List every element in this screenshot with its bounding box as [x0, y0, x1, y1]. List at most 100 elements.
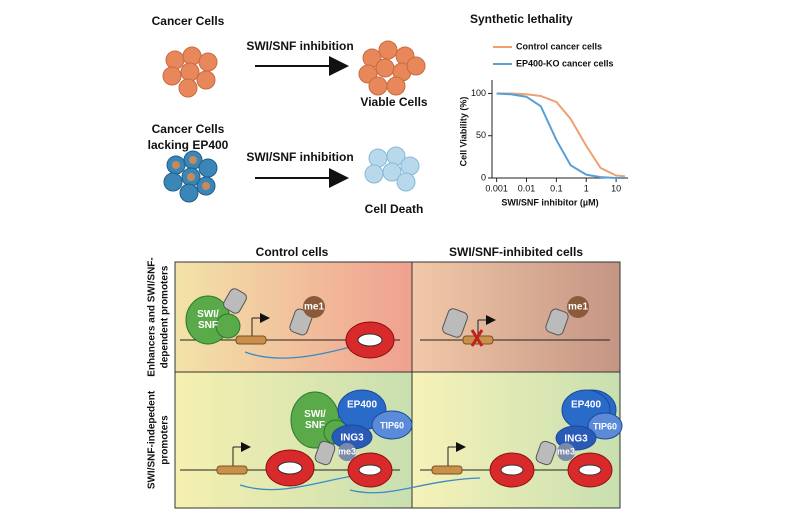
ko-cells [179, 183, 199, 203]
ko-cells [163, 172, 183, 192]
nuclei [189, 156, 197, 164]
nuclei [172, 156, 210, 190]
viable-cells [368, 76, 388, 96]
x-tick-label: 10 [611, 183, 621, 193]
nucleosome [545, 308, 569, 336]
methyl-mark [303, 296, 589, 318]
viable-cells [358, 40, 426, 96]
y-tick-label: 100 [471, 88, 486, 98]
mark-label: me1 [304, 302, 324, 313]
complex [555, 389, 623, 451]
protein-label: TIP60 [593, 421, 617, 431]
arrow-label: SWI/SNF inhibition [246, 39, 353, 53]
nucleosome [223, 288, 569, 466]
pol-ii-core [277, 461, 303, 475]
protein-label: ING3 [564, 434, 588, 445]
protein-label: SWI/SNF [197, 309, 219, 331]
protein-label: EP400 [571, 400, 601, 411]
nuclei [172, 161, 180, 169]
text-line: SNF [198, 320, 218, 331]
protein-label: ING3 [340, 433, 364, 444]
column-header: SWI/SNF-inhibited cells [449, 245, 583, 259]
protein-label: TIP60 [380, 420, 404, 430]
cancer-cells [198, 52, 218, 72]
pol-ii-core [500, 464, 524, 476]
x-axis-label: SWI/SNF inhibitor (µM) [501, 197, 598, 207]
nuclei [187, 173, 195, 181]
text-line: SWI/ [197, 309, 219, 320]
row-label: dependent promoters [160, 265, 171, 368]
cancer-cells [182, 46, 202, 66]
dying-cells [382, 162, 402, 182]
viable-cells [386, 76, 406, 96]
rna [244, 344, 359, 359]
me3-mark [557, 443, 575, 461]
cancer-cells [180, 62, 200, 82]
viable-cells [406, 56, 426, 76]
row-label: Enhancers and SWI/SNF- [147, 257, 158, 376]
cancer-cells [196, 70, 216, 90]
text-line: SNF [305, 420, 325, 431]
pol-ii-core [358, 464, 382, 476]
mark-label: me3 [338, 446, 356, 456]
nucleosome [442, 308, 468, 338]
promoter [431, 465, 463, 475]
complex [587, 412, 623, 440]
mark-label: me3 [557, 446, 575, 456]
cell-label: lacking EP400 [148, 138, 229, 152]
complex [371, 410, 413, 440]
pol-ii-core [578, 464, 602, 476]
methyl-mark [567, 296, 589, 318]
viable-cells [378, 40, 398, 60]
me3-mark [338, 443, 575, 461]
y-tick-label: 0 [481, 172, 486, 182]
dying-cells [368, 148, 388, 168]
swisnf-complex [215, 313, 241, 339]
result-label: Viable Cells [360, 95, 427, 109]
legend-label: Control cancer cells [516, 41, 602, 51]
x-tick-label: 1 [584, 183, 589, 193]
block-mark [470, 329, 484, 347]
nucleosome [223, 288, 247, 314]
arrow-label: SWI/SNF inhibition [246, 150, 353, 164]
cancer-cells [165, 50, 185, 70]
nucleosome [535, 440, 557, 466]
result-label: Cell Death [365, 202, 424, 216]
ko-cells [163, 150, 218, 203]
protein-label: EP400 [347, 400, 377, 411]
mark-label: me1 [568, 302, 588, 313]
methyl-mark [303, 296, 325, 318]
nucleosome [314, 440, 336, 466]
rna [239, 474, 361, 491]
chart: 0 50 100 0.001 0.01 0.1 1 10 SWI/SNF inhibitor (… [458, 41, 628, 207]
pol-ii-core [357, 333, 383, 347]
dying-cells [400, 156, 420, 176]
x-tick-label: 0.001 [485, 183, 508, 193]
x-tick-label: 0.01 [518, 183, 536, 193]
me3-mark [338, 443, 356, 461]
cancer-cells [162, 66, 182, 86]
pol-ii-core [277, 333, 602, 476]
promoter [216, 465, 248, 475]
ko-cells [198, 158, 218, 178]
dying-cells [396, 172, 416, 192]
rna [349, 477, 481, 494]
column-header: Control cells [256, 245, 329, 259]
promoter [235, 335, 267, 345]
cancer-cells [178, 78, 198, 98]
nuclei [202, 182, 210, 190]
legend-label: EP400-KO cancer cells [516, 58, 614, 68]
cancer-cells [162, 46, 218, 98]
protein-label: SWI/SNF [304, 409, 326, 431]
series-line [496, 92, 626, 178]
dying-cells [364, 146, 420, 192]
row-label: SWI/SNF-indepedent [147, 390, 158, 489]
cell-label: Cancer Cells [152, 14, 225, 28]
cell-label: Cancer Cells [152, 122, 225, 136]
y-axis-label: Cell Viability (%) [458, 97, 468, 167]
x-tick-label: 0.1 [550, 183, 563, 193]
chart-title: Synthetic lethality [470, 12, 573, 26]
y-tick-label: 50 [476, 130, 486, 140]
viable-cells [375, 58, 395, 78]
